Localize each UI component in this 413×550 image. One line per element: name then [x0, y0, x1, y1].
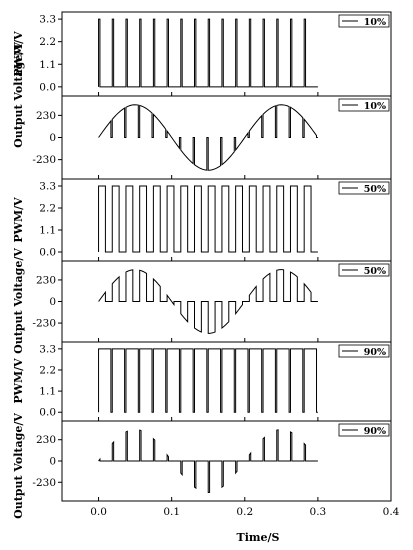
legend-label: 90% — [364, 426, 386, 437]
y-tick-label: 2.2 — [39, 36, 56, 48]
y-tick-label: 0.0 — [39, 247, 56, 259]
legend-box — [338, 263, 390, 277]
y-axis-title-pwm: PWM/V — [12, 31, 25, 77]
x-axis: 0.0 0.1 0.2 0.3 0.4 — [90, 506, 399, 518]
legend-label: 50% — [364, 266, 386, 277]
y-tick-label: 230 — [36, 434, 56, 446]
y-axis-title-pwm: PWM/V — [12, 358, 25, 404]
legend-box — [338, 14, 390, 28]
output-waveform — [98, 269, 318, 334]
x-tick-label: 0.1 — [163, 506, 180, 518]
y-axis-title-pwm: PWM/V — [12, 197, 25, 243]
legend-label: 50% — [364, 184, 386, 195]
panel-3: 0.0 1.1 2.2 3.3 50% — [39, 178, 392, 262]
legend-box — [338, 98, 390, 112]
panel-6: -230 0 230 90% — [32, 420, 392, 502]
x-axis-title: Time/S — [237, 531, 280, 544]
output-waveform — [98, 429, 318, 493]
y-tick-label: 3.3 — [39, 14, 56, 26]
x-tick-label: 0.4 — [383, 506, 400, 518]
legend: 50% — [338, 181, 390, 195]
pwm-waveform — [98, 18, 318, 88]
legend: 90% — [338, 423, 390, 437]
y-tick-label: 2.2 — [39, 203, 56, 215]
y-axis-title-output-lower: Output Voltage/V — [12, 413, 25, 519]
output-waveform — [98, 104, 318, 171]
y-tick-label: -230 — [32, 318, 56, 330]
panel-4: -230 0 230 50% — [32, 260, 392, 343]
legend: 50% — [338, 263, 390, 277]
x-tick-label: 0.0 — [90, 506, 107, 518]
y-tick-label: 230 — [36, 110, 56, 122]
y-tick-label: 3.3 — [39, 181, 56, 193]
y-axis-title-output-upper: Output Voltage/V — [12, 42, 25, 148]
y-tick-label: 1.1 — [39, 59, 56, 71]
pwm-waveform — [98, 185, 318, 253]
y-tick-label: 0 — [49, 456, 56, 468]
legend-label: 10% — [364, 17, 386, 28]
legend-label: 90% — [364, 347, 386, 358]
panel-2: -230 0 230 10% — [32, 95, 392, 180]
legend-box — [338, 423, 390, 437]
y-axis-title-output-middle: Output Voltage/V — [12, 248, 25, 354]
y-tick-label: 2.2 — [39, 364, 56, 376]
y-tick-label: 0 — [49, 132, 56, 144]
x-tick-label: 0.2 — [236, 506, 253, 518]
legend-label: 10% — [364, 101, 386, 112]
y-tick-label: 0.0 — [39, 407, 56, 419]
y-tick-label: 0.0 — [39, 81, 56, 93]
panel-5: 0.0 1.1 2.2 3.3 90% — [39, 341, 392, 422]
pwm-waveform — [98, 348, 318, 413]
legend-box — [338, 344, 390, 358]
y-tick-label: 1.1 — [39, 386, 56, 398]
y-tick-label: 3.3 — [39, 343, 56, 355]
y-tick-label: -230 — [32, 154, 56, 166]
x-tick-label: 0.3 — [310, 506, 327, 518]
legend: 10% — [338, 14, 390, 28]
chart-panels: 0.0 1.1 2.2 3.3 10% -230 0 230 10% 0.0 1.1 2.2 3.3 50… — [32, 11, 392, 502]
y-tick-label: 1.1 — [39, 225, 56, 237]
legend: 10% — [338, 98, 390, 112]
y-tick-label: 0 — [49, 296, 56, 308]
legend: 90% — [338, 344, 390, 358]
panel-1: 0.0 1.1 2.2 3.3 10% — [39, 11, 392, 97]
y-tick-label: -230 — [32, 477, 56, 489]
legend-box — [338, 181, 390, 195]
y-tick-label: 230 — [36, 274, 56, 286]
